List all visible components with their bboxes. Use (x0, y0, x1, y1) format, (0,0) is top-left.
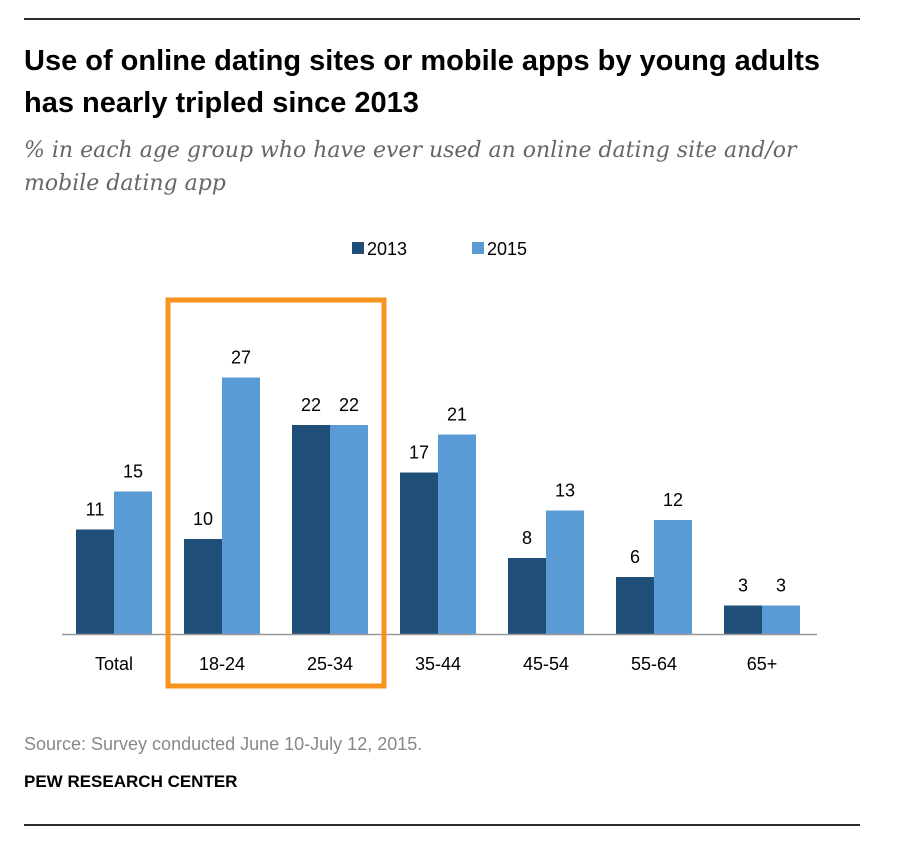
data-label-2013-Total: 11 (86, 500, 105, 520)
data-label-2015-35-44: 21 (447, 405, 467, 425)
highlight-box (165, 297, 387, 689)
top-rule (24, 18, 860, 20)
bar-2013-18-24 (184, 539, 222, 634)
legend-label-2013: 2013 (367, 239, 407, 259)
x-tick-label-25-34: 25-34 (307, 654, 353, 674)
x-tick-label-18-24: 18-24 (199, 654, 245, 674)
bar-2015-25-34 (330, 425, 368, 634)
data-label-2013-35-44: 17 (409, 443, 429, 463)
bar-chart: 2013 2015 11 15 Total 10 27 18-24 22 22 25-34 17 21 3… (62, 239, 817, 689)
data-label-2013-25-34: 22 (301, 395, 321, 415)
data-label-2015-25-34: 22 (339, 395, 359, 415)
x-tick-label-Total: Total (95, 654, 133, 674)
x-tick-label-45-54: 45-54 (523, 654, 569, 674)
bar-2013-65+ (724, 605, 762, 634)
x-tick-label-35-44: 35-44 (415, 654, 461, 674)
bar-2015-55-64 (654, 520, 692, 634)
bar-2015-18-24 (222, 377, 260, 634)
bar-2013-25-34 (292, 425, 330, 634)
data-label-2015-55-64: 12 (663, 490, 683, 510)
x-tick-label-55-64: 55-64 (631, 654, 677, 674)
chart-title: Use of online dating sites or mobile app… (24, 45, 820, 119)
bar-2013-55-64 (616, 577, 654, 634)
data-label-2013-55-64: 6 (630, 547, 640, 567)
bar-2015-45-54 (546, 510, 584, 634)
data-label-2013-18-24: 10 (193, 509, 213, 529)
bar-2013-35-44 (400, 472, 438, 634)
x-tick-label-65+: 65+ (747, 654, 778, 674)
data-label-2015-Total: 15 (123, 462, 143, 482)
bar-2013-Total (76, 529, 114, 634)
bar-2015-Total (114, 491, 152, 634)
bar-2015-65+ (762, 605, 800, 634)
bar-2013-45-54 (508, 558, 546, 634)
bar-2015-35-44 (438, 434, 476, 634)
source-note: Source: Survey conducted June 10-July 12… (24, 734, 423, 754)
chart-subtitle: % in each age group who have ever used a… (24, 138, 797, 196)
data-label-2015-45-54: 13 (555, 481, 575, 501)
bottom-rule (24, 824, 860, 826)
legend-label-2015: 2015 (487, 239, 527, 259)
data-label-2013-45-54: 8 (522, 528, 532, 548)
data-label-2013-65+: 3 (738, 576, 748, 596)
legend-swatch-2013 (352, 242, 364, 254)
legend-swatch-2015 (472, 242, 484, 254)
data-label-2015-18-24: 27 (231, 348, 251, 368)
data-label-2015-65+: 3 (776, 576, 786, 596)
organization-name: PEW RESEARCH CENTER (24, 772, 238, 791)
